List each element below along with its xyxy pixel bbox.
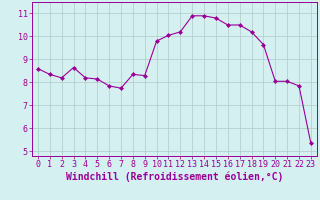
X-axis label: Windchill (Refroidissement éolien,°C): Windchill (Refroidissement éolien,°C) [66,172,283,182]
